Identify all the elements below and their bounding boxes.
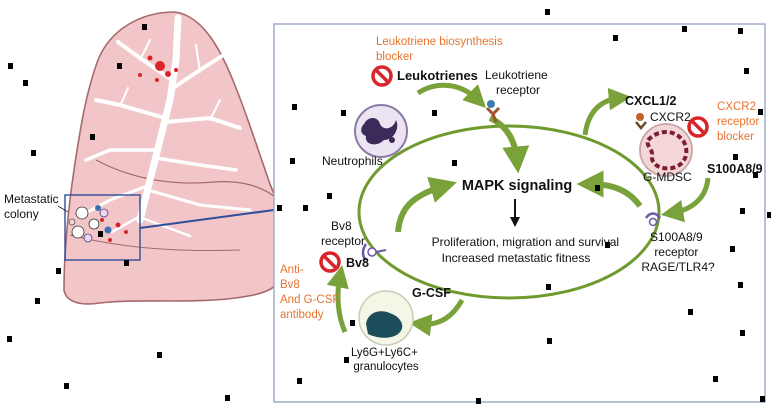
cxcr2-blocker-label: CXCR2 receptor blocker [717, 101, 762, 143]
arrow-left-to-mapk [395, 176, 457, 233]
signaling-ellipse [357, 124, 661, 300]
s100-receptor-label: S100A8/9 receptor RAGE/TLR4? [641, 230, 715, 274]
cxcl-label: CXCL1/2 [625, 94, 676, 108]
inhibit-icon-bv8 [319, 251, 341, 273]
speckle-noise [7, 9, 771, 404]
bv8-receptor-label: Bv8 receptor [321, 219, 365, 248]
cxcr2-label: CXCR2 [650, 110, 691, 124]
arrow-right-to-mapk [576, 170, 643, 208]
lung-illustration [63, 11, 288, 305]
outcome-text: Proliferation, migration and survival In… [432, 235, 623, 265]
arrow-s100-to-receptor [660, 177, 711, 223]
metastatic-spots [100, 55, 178, 242]
arrow-granulocytes-to-bv8 [326, 264, 349, 334]
arrow-to-cxcl [582, 87, 632, 136]
leukotriene-receptor-label: Leukotriene receptor [485, 68, 551, 97]
arrow-gcsf-to-granulocytes [408, 298, 465, 337]
arrow-leukotrienes-to-receptor [416, 82, 486, 108]
lung-shape [63, 11, 288, 305]
bv8-label: Bv8 [346, 256, 369, 270]
antibody-label: Anti- Bv8 And G-CSF antibody [280, 264, 343, 321]
gcsf-label: G-CSF [412, 286, 451, 300]
gmdsc-cell-icon [639, 123, 693, 177]
granulocytes-label: Ly6G+Ly6C+ granulocytes [351, 347, 421, 373]
arrow-receptor-to-mapk [488, 115, 530, 174]
bv8-receptor-icon [361, 243, 387, 261]
leukotrienes-label: Leukotrienes [397, 68, 478, 83]
center-title: MAPK signaling [462, 178, 572, 194]
inhibit-icon-leukotriene [371, 65, 393, 87]
neutrophil-cell-icon [354, 104, 408, 158]
zoom-connector [139, 209, 275, 229]
colony-pointer-line [57, 205, 69, 213]
colony-cells [68, 205, 112, 243]
s100-receptor-icon [644, 212, 662, 227]
neutrophils-label: Neutrophils [322, 154, 383, 168]
granulocyte-cell-icon [358, 290, 414, 346]
inhibit-icon-cxcr2 [687, 116, 709, 138]
lung-fissure [95, 159, 277, 199]
cxcr2-receptor-icon [635, 113, 647, 130]
metastatic-colony-label: Metastatic colony [4, 192, 62, 221]
gmdsc-label: G-MDSC [643, 170, 692, 184]
s100a89-label: S100A8/9 [707, 162, 763, 176]
leukotriene-blocker-label: Leukotriene biosynthesis blocker [376, 36, 506, 63]
leukotriene-receptor-icon [485, 100, 501, 123]
